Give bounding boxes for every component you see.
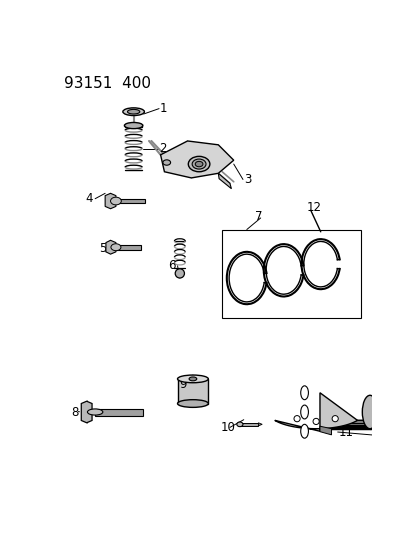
Circle shape <box>312 418 318 424</box>
Polygon shape <box>106 240 116 254</box>
Circle shape <box>293 416 299 422</box>
Ellipse shape <box>236 422 242 426</box>
Bar <box>116 245 140 249</box>
Circle shape <box>175 269 184 278</box>
Ellipse shape <box>189 377 196 381</box>
Polygon shape <box>274 393 356 431</box>
Ellipse shape <box>195 161 202 167</box>
Polygon shape <box>319 426 331 435</box>
Text: 9: 9 <box>179 378 186 391</box>
Ellipse shape <box>188 156 209 172</box>
Ellipse shape <box>177 375 208 383</box>
Bar <box>177 379 208 403</box>
Text: 11: 11 <box>338 425 353 439</box>
Ellipse shape <box>162 160 170 165</box>
Text: 93151  400: 93151 400 <box>64 76 151 91</box>
Text: 6: 6 <box>168 259 176 272</box>
Bar <box>222 230 360 318</box>
Text: 10: 10 <box>220 421 235 434</box>
Text: 3: 3 <box>243 173 251 186</box>
Text: 8: 8 <box>71 406 78 418</box>
Polygon shape <box>258 423 261 426</box>
Ellipse shape <box>361 395 377 429</box>
Ellipse shape <box>300 424 308 438</box>
Text: 1: 1 <box>159 102 167 115</box>
Ellipse shape <box>177 400 208 407</box>
Text: 5: 5 <box>99 243 106 255</box>
Ellipse shape <box>127 109 140 114</box>
Bar <box>95 409 142 416</box>
Polygon shape <box>218 173 231 189</box>
Ellipse shape <box>300 386 308 400</box>
Polygon shape <box>160 141 233 178</box>
Ellipse shape <box>124 123 142 128</box>
Bar <box>116 199 145 203</box>
Ellipse shape <box>192 159 206 169</box>
Text: 4: 4 <box>85 192 93 205</box>
Circle shape <box>331 416 337 422</box>
Text: 12: 12 <box>306 201 321 214</box>
Bar <box>239 423 258 426</box>
Ellipse shape <box>111 244 121 251</box>
Polygon shape <box>105 193 116 209</box>
Ellipse shape <box>123 108 144 116</box>
Text: 2: 2 <box>159 142 166 155</box>
Ellipse shape <box>300 405 308 419</box>
Ellipse shape <box>110 197 121 205</box>
Ellipse shape <box>87 409 102 415</box>
Text: 7: 7 <box>254 210 261 223</box>
Polygon shape <box>81 401 92 423</box>
